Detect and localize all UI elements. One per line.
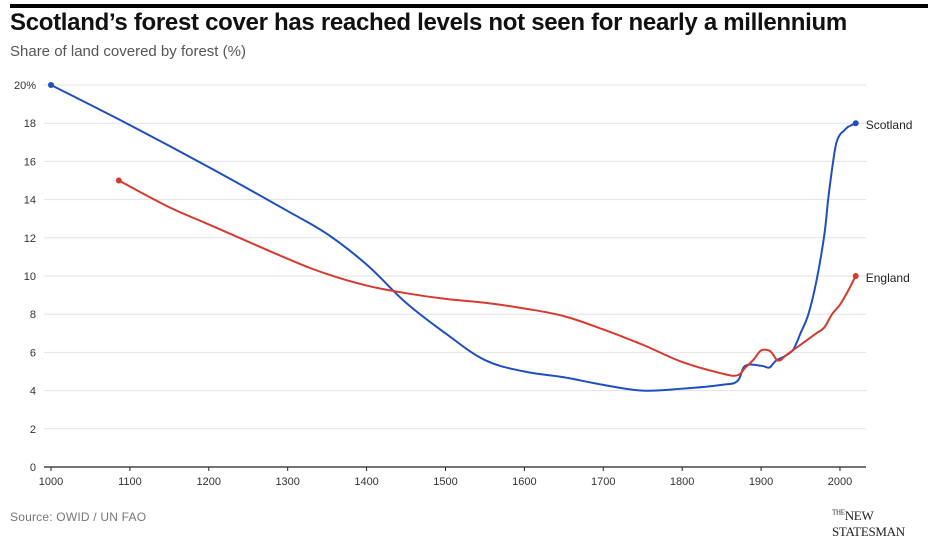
x-tick-label: 1600 <box>512 476 536 488</box>
england-start-point <box>115 177 122 184</box>
scotland-series-label: Scotland <box>866 118 913 132</box>
y-tick-label: 18 <box>24 118 36 130</box>
y-axis-ticks: 0 2 4 6 8 10 12 14 16 18 20% <box>14 80 36 474</box>
x-tick-label: 1500 <box>433 476 457 488</box>
x-tick-label: 1800 <box>670 476 694 488</box>
y-tick-label: 6 <box>30 347 36 359</box>
x-tick-label: 1400 <box>354 476 378 488</box>
y-tick-label: 8 <box>30 309 36 321</box>
x-tick-label: 1900 <box>749 476 773 488</box>
x-tick-label: 1000 <box>39 476 63 488</box>
scotland-end-point <box>852 120 859 127</box>
x-tick-label: 2000 <box>828 476 852 488</box>
scotland-series-line <box>50 84 857 392</box>
england-series-label: England <box>866 271 910 285</box>
grid-lines <box>44 84 866 468</box>
x-tick-label: 1200 <box>197 476 221 488</box>
x-tick-label: 1300 <box>275 476 299 488</box>
y-tick-label: 16 <box>24 156 36 168</box>
series-lines <box>48 82 859 392</box>
y-tick-label: 0 <box>30 462 36 474</box>
y-tick-label: 12 <box>24 233 36 245</box>
x-tick-label: 1700 <box>591 476 615 488</box>
y-tick-label: 2 <box>30 424 36 436</box>
chart-title: Scotland’s forest cover has reached leve… <box>10 9 847 36</box>
publisher-logo: THENEW STATESMAN <box>832 508 938 540</box>
chart-subtitle: Share of land covered by forest (%) <box>10 43 246 60</box>
y-tick-label: 4 <box>30 386 36 398</box>
series-labels: Scotland England <box>866 118 913 285</box>
scotland-start-point <box>48 82 54 88</box>
y-tick-label: 10 <box>24 271 36 283</box>
england-series-line <box>117 179 857 377</box>
x-axis-ticks: 1000 1100 1200 1300 1400 1500 1600 1700 1800 1900… <box>39 467 852 488</box>
y-tick-label: 14 <box>24 195 36 207</box>
logo-prefix: THE <box>832 508 845 517</box>
x-tick-label: 1100 <box>118 476 142 488</box>
top-rule <box>10 4 928 8</box>
source-note: Source: OWID / UN FAO <box>10 510 147 524</box>
england-end-point <box>852 273 859 279</box>
y-tick-label: 20% <box>14 80 36 92</box>
